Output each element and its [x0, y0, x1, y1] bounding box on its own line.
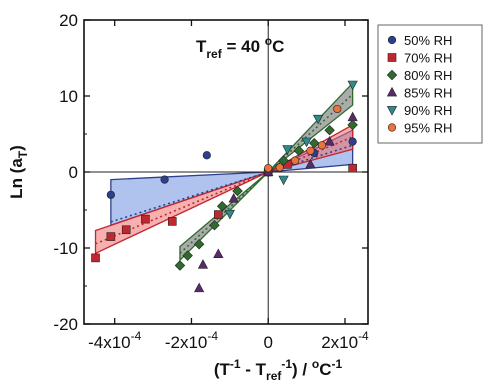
data-point-s5-5: [333, 104, 342, 114]
fit-lines: [95, 93, 354, 254]
x-tick-label-2: 0: [263, 333, 272, 352]
reference-temperature-annotation: Tref = 40 oC: [196, 34, 284, 61]
data-point-s0-1: [160, 175, 169, 184]
zero-reference-lines: [84, 20, 368, 324]
data-point-s1-8: [348, 163, 357, 173]
data-point-s2-10: [324, 124, 335, 136]
legend-marker-5: [387, 123, 397, 132]
data-point-s0-0: [106, 190, 115, 199]
data-point-s1-1: [106, 232, 116, 241]
data-point-s2-8: [293, 145, 305, 156]
legend-label-4: 90% RH: [404, 103, 452, 118]
x-tick-label-3: 2x10-4: [321, 329, 369, 352]
legend: 50% RH 70% RH 80% RH 85% RH 90% RH 95% RH: [377, 24, 483, 144]
y-tick-label-3: 10: [59, 87, 78, 106]
data-point-s3-0: [194, 282, 205, 293]
data-point-s2-4: [216, 200, 228, 212]
fit-line-2: [179, 93, 354, 254]
data-point-s4-4: [313, 114, 324, 125]
axis-ticks: -20 -10 0 10 20 -4x10-4 -2x10-4 0 2x10-4: [53, 11, 369, 352]
data-point-s4-5: [347, 80, 358, 91]
legend-marker-2: [386, 69, 398, 81]
y-tick-label-4: 20: [59, 11, 78, 30]
legend-box: [377, 24, 483, 144]
legend-marker-0: [387, 35, 397, 45]
data-point-s3-3: [228, 192, 239, 203]
fit-line-1: [95, 136, 353, 245]
data-point-s2-9: [309, 137, 320, 149]
data-point-s1-2: [121, 225, 131, 235]
data-point-s5-4: [317, 141, 327, 150]
legend-label-5: 95% RH: [404, 121, 452, 136]
data-point-s2-7: [278, 155, 289, 166]
data-point-s1-3: [141, 214, 150, 224]
data-point-s2-1: [182, 250, 193, 261]
data-point-s3-7: [347, 111, 358, 122]
data-point-s4-2: [282, 145, 293, 155]
x-axis-label: (T-1 - Tref-1) / oC-1: [214, 357, 343, 383]
fit-line-0: [110, 144, 353, 223]
y-tick-label-0: -20: [53, 315, 78, 334]
data-point-s0-2: [202, 151, 211, 160]
legend-label-1: 70% RH: [404, 51, 452, 66]
data-point-s5-2: [290, 156, 300, 165]
data-point-s3-2: [213, 248, 224, 258]
data-point-s4-0: [224, 209, 235, 220]
legend-label-0: 50% RH: [404, 33, 452, 48]
x-tick-label-0: -4x10-4: [88, 329, 142, 352]
data-point-s3-1: [197, 259, 209, 269]
data-point-s5-0: [264, 164, 273, 173]
data-markers: [91, 80, 358, 293]
data-point-s2-11: [347, 119, 358, 131]
legend-marker-1: [387, 53, 397, 62]
data-point-s2-0: [174, 260, 186, 271]
data-point-s1-5: [214, 210, 223, 219]
data-point-s0-5: [348, 137, 357, 146]
legend-marker-4: [386, 106, 398, 116]
legend-label-3: 85% RH: [404, 86, 452, 101]
data-point-s5-1: [275, 163, 284, 172]
data-point-s3-5: [305, 158, 316, 169]
data-point-s4-1: [278, 175, 289, 186]
data-point-s2-2: [193, 238, 205, 250]
legend-marker-3: [386, 86, 398, 97]
y-tick-label-2: 0: [69, 163, 78, 182]
data-point-s1-0: [91, 253, 100, 263]
data-point-s4-3: [301, 137, 312, 148]
data-point-s2-5: [232, 185, 243, 197]
y-tick-label-1: -10: [53, 239, 78, 258]
legend-label-2: 80% RH: [404, 68, 452, 83]
data-point-s3-6: [324, 135, 335, 146]
data-point-s1-4: [167, 217, 177, 226]
data-point-s5-3: [306, 146, 315, 155]
data-point-s2-3: [209, 219, 220, 231]
x-tick-label-1: -2x10-4: [165, 329, 219, 352]
y-axis-label: Ln (aT): [7, 145, 30, 199]
